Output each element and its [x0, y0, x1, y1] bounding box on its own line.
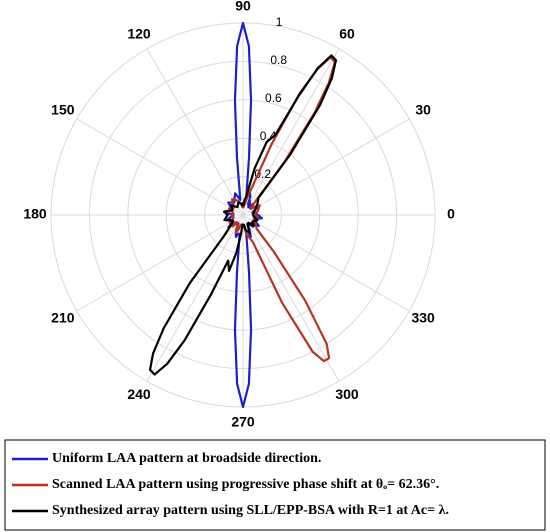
angle-label: 60 [339, 26, 355, 42]
angle-label: 90 [235, 0, 251, 14]
angle-label: 120 [127, 26, 151, 42]
grid-spoke [146, 214, 244, 382]
angle-label: 150 [51, 102, 75, 118]
radial-tick-label: 0.6 [265, 91, 282, 105]
angle-label: 0 [447, 206, 455, 222]
angle-label: 270 [231, 414, 255, 430]
radial-tick-label: 0.4 [260, 129, 277, 143]
angle-label: 180 [23, 206, 47, 222]
grid-spoke [242, 118, 410, 216]
grid-spoke [242, 214, 410, 312]
grid-spoke [76, 118, 244, 216]
angle-label: 30 [415, 102, 431, 118]
angle-label: 330 [411, 310, 435, 326]
angle-label: 210 [51, 310, 75, 326]
grid-spoke [242, 214, 340, 382]
radial-tick-label: 1 [276, 15, 283, 29]
grid-spoke [242, 48, 340, 216]
legend-label: Scanned LAA pattern using progressive ph… [52, 477, 439, 492]
angle-label: 300 [335, 386, 359, 402]
pattern-line [148, 54, 338, 376]
radial-tick-label: 0.8 [270, 53, 287, 67]
angle-label: 240 [127, 386, 151, 402]
grid-spoke [146, 48, 244, 216]
legend-label: Synthesized array pattern using SLL/EPP-… [52, 503, 449, 518]
legend-label: Uniform LAA pattern at broadside directi… [52, 451, 321, 466]
legend-box [4, 439, 546, 531]
grid-spoke [76, 214, 244, 312]
